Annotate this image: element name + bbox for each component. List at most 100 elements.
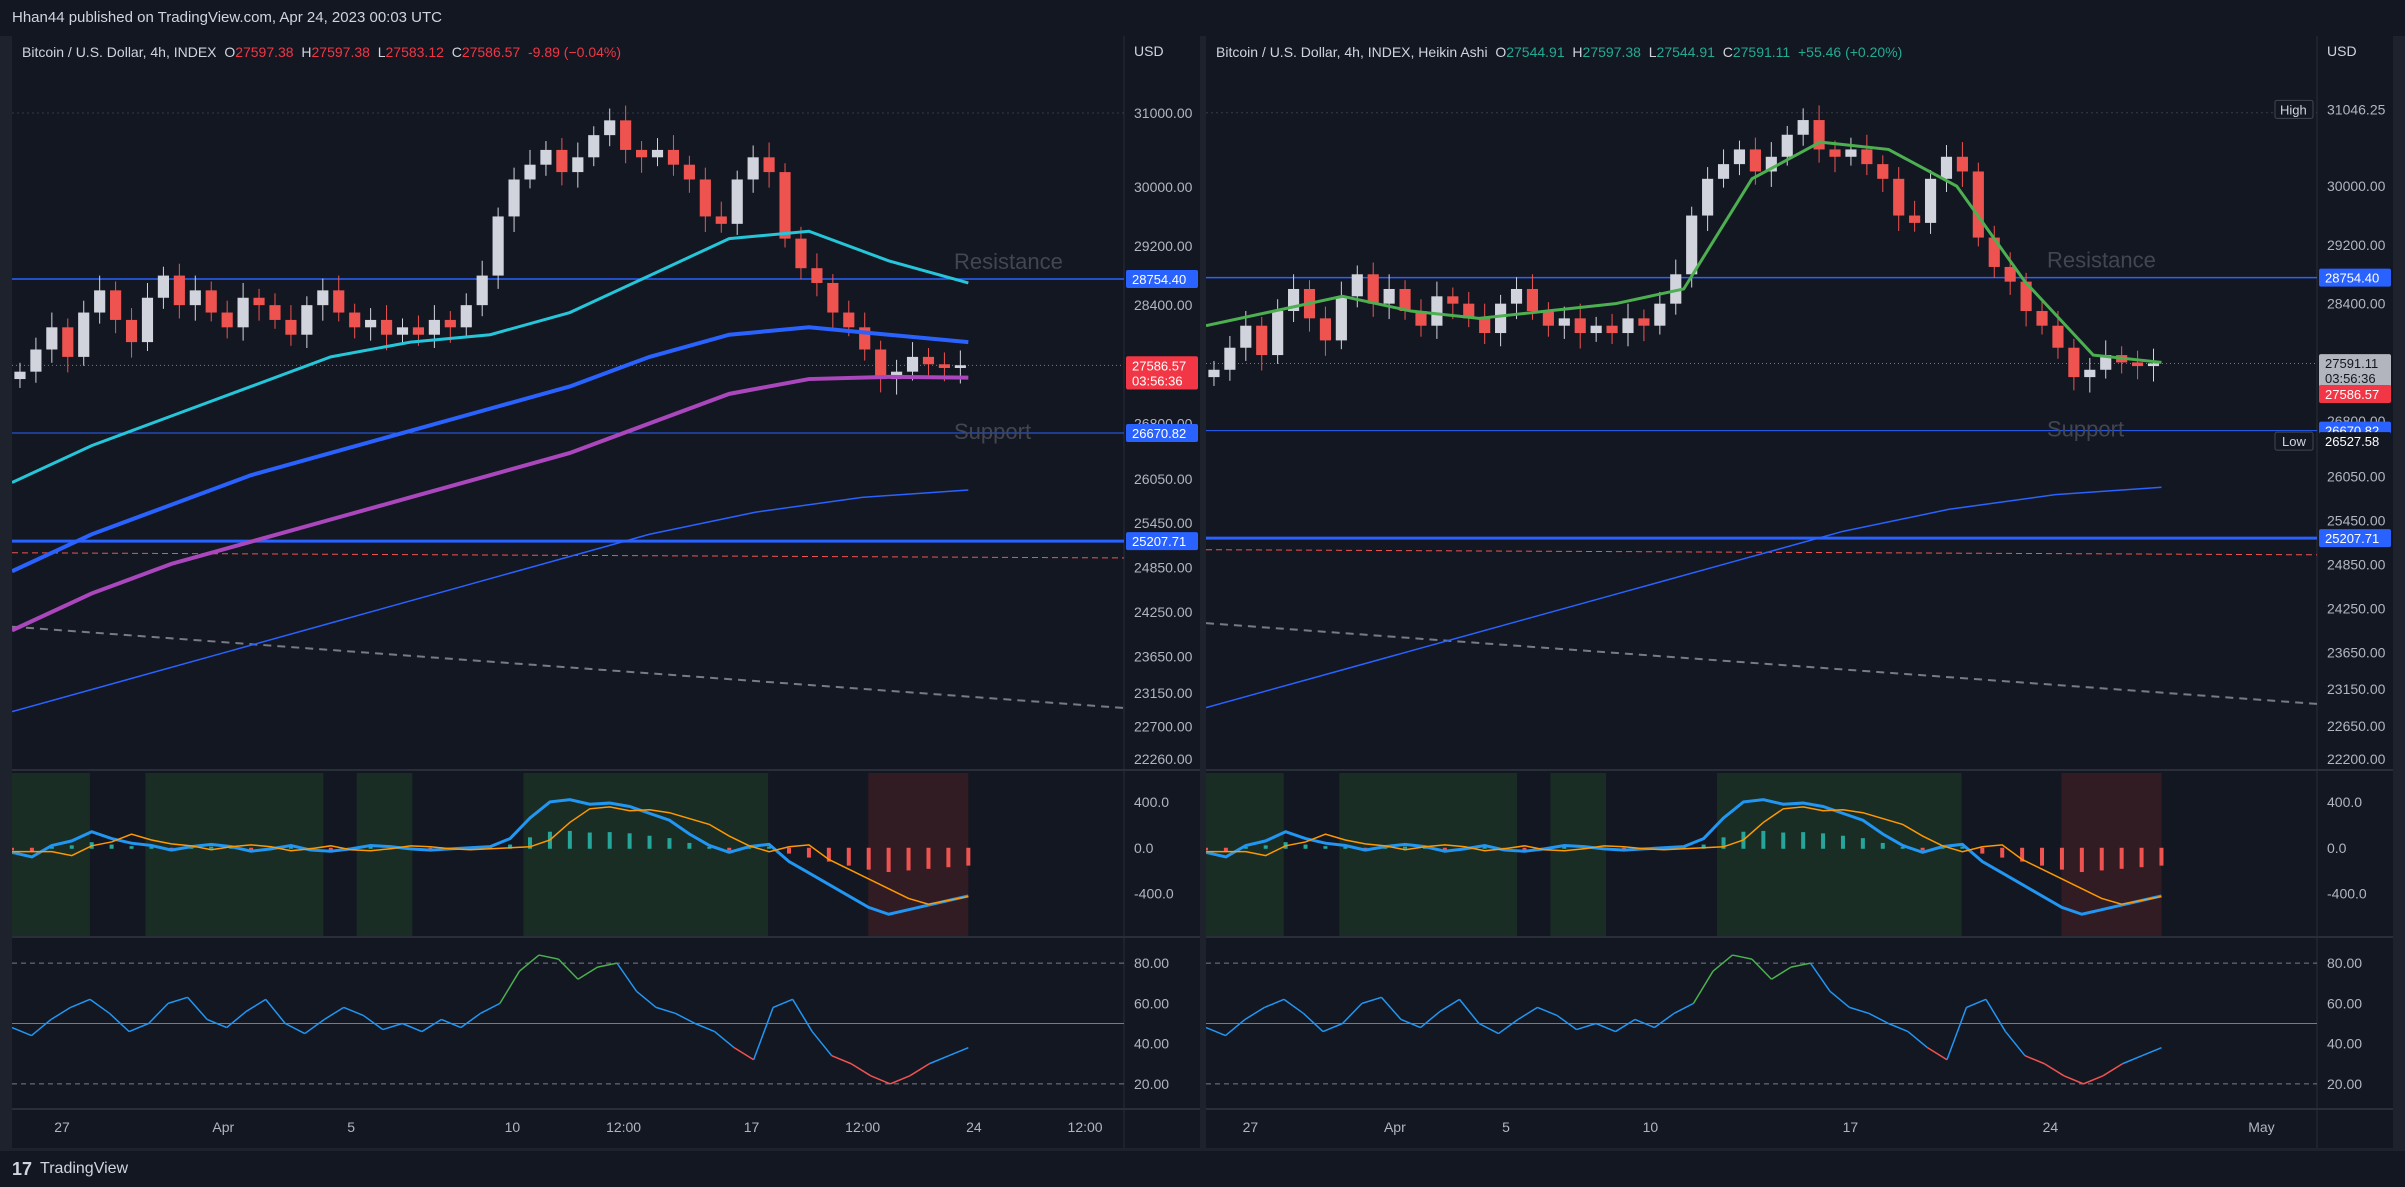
- high-label: High: [2280, 102, 2307, 117]
- candle: [46, 327, 58, 350]
- x-tick-label: 27: [54, 1119, 70, 1135]
- candle: [2004, 266, 2016, 282]
- rsi-segment: [1927, 1047, 1948, 1061]
- macd-histogram-bar: [846, 847, 851, 866]
- rsi-segment: [1361, 996, 1382, 1005]
- ohlc-change: +55.46 (+0.20%): [1797, 44, 1903, 60]
- candle: [1351, 274, 1363, 297]
- rsi-segment: [752, 1007, 774, 1060]
- rsi-segment: [694, 1022, 715, 1033]
- y-tick-label: 22700.00: [1134, 718, 1193, 734]
- red-dashed-line: [12, 552, 1125, 559]
- candle: [141, 297, 154, 343]
- candle: [1733, 149, 1746, 165]
- x-tick-label: 10: [1643, 1119, 1659, 1135]
- x-tick-label: 24: [966, 1119, 982, 1135]
- rsi-segment: [70, 998, 91, 1009]
- macd-histogram-bar: [787, 847, 792, 854]
- macd-histogram-bar: [567, 830, 572, 849]
- rsi-segment: [1244, 1006, 1265, 1021]
- candle: [1495, 303, 1507, 334]
- candle: [1383, 288, 1395, 304]
- price-tag: [1126, 371, 1198, 390]
- macd-histogram-bar: [69, 845, 74, 849]
- chart-panel-right[interactable]: USD 31046.25 30000.00 29200.00 28400.00 26800…: [1206, 36, 2393, 1148]
- trend-dashed-line: [12, 625, 1125, 709]
- currency-label: USD: [1134, 43, 1164, 59]
- y-tick-label: 24250.00: [1134, 604, 1193, 620]
- chart-canvas-left[interactable]: USD31000.0030000.0029200.0028400.0026800…: [12, 36, 1200, 1148]
- rsi-tick-label: 80.00: [2327, 955, 2362, 971]
- rsi-segment: [1322, 1022, 1343, 1033]
- macd-histogram-bar: [667, 838, 672, 849]
- rsi-segment: [1673, 1002, 1694, 1015]
- candle: [906, 356, 919, 372]
- candle: [1319, 318, 1332, 341]
- y-tick-label: 22260.00: [1134, 751, 1193, 767]
- rsi-segment: [1420, 1010, 1441, 1029]
- candle: [1702, 178, 1714, 216]
- candle: [1479, 318, 1491, 334]
- candle: [1288, 288, 1300, 312]
- candle: [954, 365, 966, 368]
- ohlc-open-label: O: [1495, 44, 1507, 60]
- candle: [1208, 369, 1220, 378]
- candle: [2068, 347, 2080, 378]
- y-tick-label: 22200.00: [2327, 751, 2386, 767]
- ohlc-high: 27597.38: [1582, 44, 1641, 60]
- footer-brand[interactable]: TradingView: [40, 1160, 129, 1177]
- rsi-segment: [1692, 970, 1714, 1004]
- y-tick-label: 23650.00: [2327, 645, 2386, 661]
- macd-tick-label: -400.0: [2327, 886, 2367, 902]
- rsi-segment: [948, 1046, 969, 1057]
- chart-panel-left[interactable]: USD 31000.00 30000.00 29200.00 28400.00 26800…: [12, 36, 1200, 1148]
- candle: [14, 371, 26, 380]
- candle: [1431, 296, 1443, 326]
- macd-line: [12, 798, 969, 916]
- ohlc-close: 27591.11: [1732, 44, 1791, 60]
- macd-histogram-bar: [2099, 847, 2104, 871]
- rsi-segment: [538, 954, 559, 960]
- macd-histogram-bar: [687, 842, 692, 849]
- chart-canvas-right[interactable]: USD31046.2530000.0029200.0028400.0026800…: [1206, 36, 2393, 1148]
- candle: [221, 312, 233, 328]
- rsi-segment: [362, 1014, 384, 1031]
- candle: [1606, 325, 1618, 334]
- candle: [2052, 325, 2064, 348]
- rsi-segment: [1537, 1006, 1558, 1017]
- macd-histogram-bar: [2079, 847, 2084, 873]
- ha-ma-green: [1206, 140, 2162, 364]
- rsi-segment: [187, 996, 208, 1020]
- price-tag-label: 03:56:36: [2325, 371, 2376, 386]
- price-tag-label: 28754.40: [2325, 271, 2379, 286]
- rsi-segment: [1341, 1002, 1363, 1025]
- rsi-segment: [1498, 1018, 1519, 1035]
- rsi-segment: [480, 1002, 501, 1015]
- y-tick-label: 24850.00: [2327, 556, 2386, 572]
- macd-histogram-bar: [1880, 842, 1885, 849]
- macd-zone: [1550, 773, 1606, 936]
- macd-histogram-bar: [249, 847, 254, 850]
- rsi-segment: [1517, 1006, 1538, 1021]
- symbol-legend-right: Bitcoin / U.S. Dollar, 4h, INDEX, Heikin…: [1216, 44, 1902, 60]
- price-tag: [2319, 384, 2391, 403]
- candle: [1813, 120, 1825, 150]
- ohlc-close-label: C: [451, 44, 462, 60]
- candle: [1717, 164, 1730, 179]
- macd-histogram-bar: [587, 832, 592, 849]
- candle: [922, 356, 935, 365]
- price-tag: [2319, 354, 2391, 373]
- ma-blue: [12, 325, 969, 574]
- rsi-tick-label: 60.00: [2327, 995, 2362, 1011]
- candle: [1272, 311, 1284, 356]
- rsi-segment: [1985, 998, 2007, 1032]
- price-tag: [2319, 368, 2391, 387]
- candle: [667, 149, 680, 165]
- x-tick-label: 5: [1502, 1119, 1510, 1135]
- price-tag: [1126, 532, 1198, 551]
- ohlc-high: 27597.38: [311, 44, 370, 60]
- rsi-segment: [870, 1075, 891, 1085]
- rsi-segment: [421, 1018, 442, 1033]
- candle: [811, 268, 823, 283]
- rsi-segment: [265, 998, 286, 1024]
